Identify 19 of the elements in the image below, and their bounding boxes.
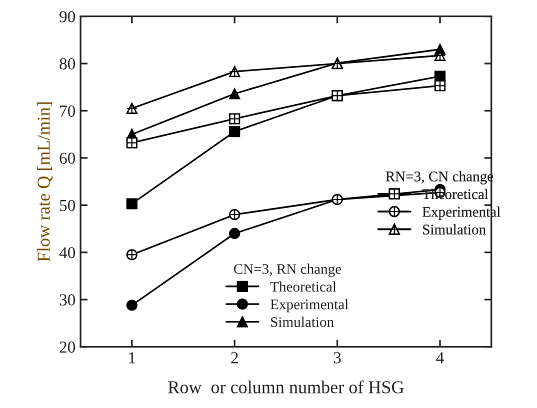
x-tick-label: 3 xyxy=(334,352,341,364)
legend-label: Theoretical xyxy=(270,281,336,292)
y-tick-label: 20 xyxy=(60,342,76,353)
y-tick-label: 70 xyxy=(60,105,76,117)
y-tick-label: 50 xyxy=(60,200,76,212)
x-tick-label: 4 xyxy=(436,352,444,364)
legend-label: Experimental xyxy=(270,299,348,312)
x-tick-label: 1 xyxy=(129,352,136,364)
y-tick-label: 60 xyxy=(60,152,76,164)
legend-label: Simulation xyxy=(271,316,334,328)
y-tick-label: 30 xyxy=(60,294,76,306)
y-tick-label: 40 xyxy=(59,247,76,258)
y-axis-title: Flow rate Q [mL/min] xyxy=(37,102,53,262)
x-tick-label: 2 xyxy=(231,352,238,364)
legend-label: Simulation xyxy=(423,224,486,234)
annotation: CN=3, RN change xyxy=(234,264,342,277)
y-tick-label: 80 xyxy=(60,58,76,70)
x-axis-title: Row or column number of HSG xyxy=(168,380,404,394)
y-tick-label: 90 xyxy=(60,11,76,22)
